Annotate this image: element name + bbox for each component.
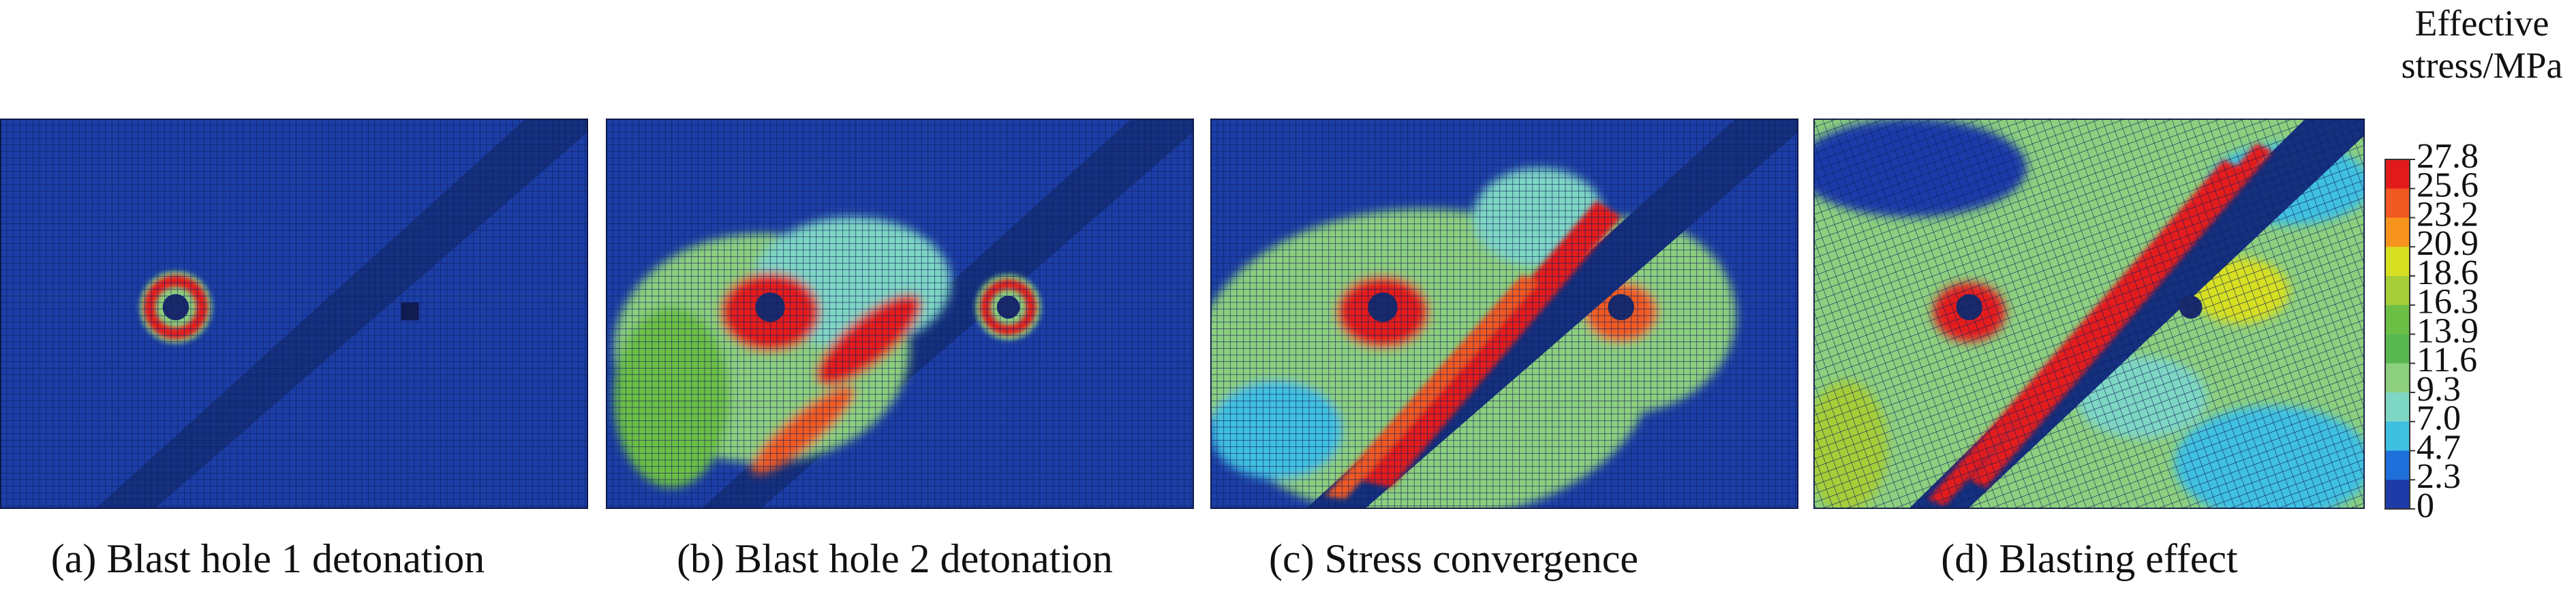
panel-d-image [1813, 119, 2365, 509]
colorbar-band [2385, 305, 2410, 335]
stress-region [1813, 119, 2365, 509]
colorbar-label: 4.7 [2417, 428, 2461, 467]
colorbar-band [2385, 217, 2410, 247]
colorbar-label: 9.3 [2417, 370, 2461, 409]
colorbar-band [2385, 334, 2410, 364]
caption: (c) Stress convergence [1269, 536, 1638, 581]
caption: (a) Blast hole 1 detonation [51, 536, 485, 581]
stress-region [1210, 119, 1798, 509]
colorbar-band [2385, 188, 2410, 218]
colorbar-label: 11.6 [2417, 341, 2477, 379]
colorbar-label: 20.9 [2417, 224, 2479, 263]
colorbar-label: 23.2 [2417, 195, 2479, 234]
colorbar-title: stress/MPa [2401, 45, 2562, 86]
stress-region [606, 119, 1194, 509]
caption: (d) Blasting effect [1941, 536, 2238, 581]
colorbar-band [2385, 276, 2410, 306]
colorbar-band [2385, 392, 2410, 422]
colorbar-label: 18.6 [2417, 253, 2479, 292]
colorbar-band [2385, 421, 2410, 451]
colorbar-title: Effective [2415, 3, 2549, 44]
stress-region [0, 119, 588, 509]
panel-c-image [1210, 119, 1798, 509]
colorbar-label: 7.0 [2417, 399, 2461, 438]
colorbar-band [2385, 450, 2410, 480]
caption: (b) Blast hole 2 detonation [677, 536, 1113, 581]
colorbar-label: 0 [2417, 486, 2434, 525]
colorbar-label: 16.3 [2417, 283, 2479, 322]
colorbar-band [2385, 247, 2410, 277]
colorbar-label: 25.6 [2417, 166, 2479, 205]
colorbar-label: 2.3 [2417, 457, 2461, 496]
colorbar-label: 27.8 [2417, 137, 2479, 176]
panel-a-image [0, 119, 588, 509]
panel-b-image [606, 119, 1194, 509]
colorbar-label: 13.9 [2417, 311, 2479, 350]
colorbar: 27.825.623.220.918.616.313.911.69.37.04.… [2385, 137, 2479, 525]
colorbar-band [2385, 363, 2410, 393]
colorbar-band [2385, 480, 2410, 510]
colorbar-band [2385, 159, 2410, 189]
